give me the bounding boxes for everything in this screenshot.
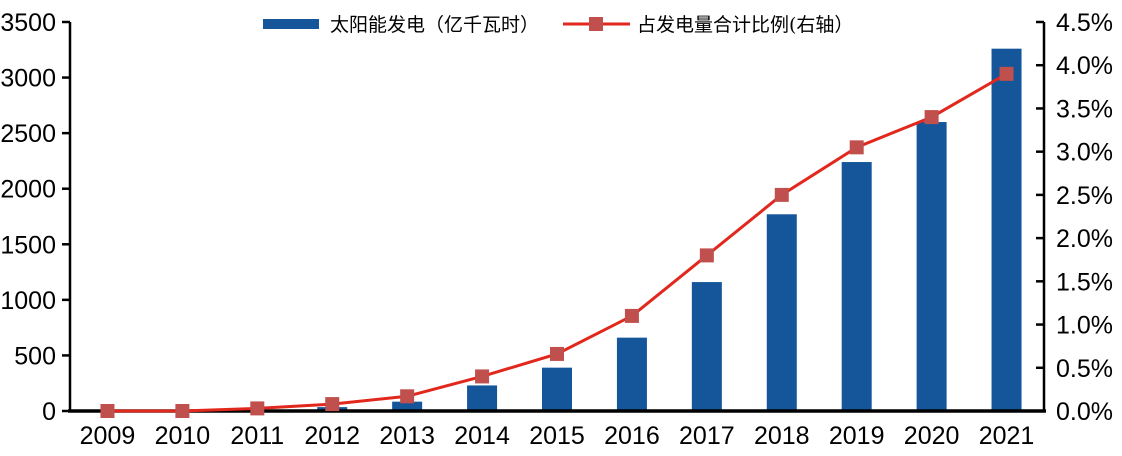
- legend: 太阳能发电（亿千瓦时） 占发电量合计比例(右轴）: [263, 14, 853, 36]
- x-axis-label-2017: 2017: [679, 422, 735, 450]
- y-right-label-0.5%: 0.5%: [1056, 355, 1113, 383]
- bar-2018: [766, 214, 797, 411]
- bar-2021: [991, 48, 1022, 411]
- marker-2014: [475, 369, 490, 384]
- y-right-label-1.5%: 1.5%: [1056, 268, 1113, 296]
- x-axis-label-2016: 2016: [604, 422, 660, 450]
- marker-2010: [175, 404, 190, 418]
- y-left-label-2500: 2500: [0, 120, 56, 148]
- x-axis-label-2009: 2009: [80, 422, 136, 450]
- y-right-label-3.0%: 3.0%: [1056, 139, 1113, 167]
- marker-2012: [325, 397, 340, 412]
- marker-2016: [624, 308, 639, 323]
- marker-2018: [774, 187, 789, 202]
- bar-2015: [542, 367, 572, 411]
- marker-2011: [250, 401, 265, 416]
- marker-2017: [699, 248, 714, 263]
- y-right-label-4.5%: 4.5%: [1056, 9, 1113, 37]
- y-left-label-0: 0: [42, 398, 56, 426]
- bar-2016: [616, 337, 647, 411]
- x-axis-label-2012: 2012: [304, 422, 360, 450]
- x-axis-label-2018: 2018: [754, 422, 810, 450]
- bar-2017: [691, 282, 722, 411]
- x-axis-label-2013: 2013: [379, 422, 435, 450]
- y-right-label-2.5%: 2.5%: [1056, 182, 1113, 210]
- y-right-label-3.5%: 3.5%: [1056, 95, 1113, 123]
- y-left-label-500: 500: [14, 342, 56, 370]
- bar-2014: [467, 385, 498, 411]
- bar-2020: [916, 122, 947, 412]
- bar-2019: [841, 162, 872, 411]
- legend-bar-swatch: [263, 19, 319, 29]
- marker-2020: [924, 110, 939, 125]
- marker-2021: [999, 66, 1014, 81]
- y-right-label-0.0%: 0.0%: [1056, 398, 1113, 426]
- legend-bar-label: 太阳能发电（亿千瓦时）: [330, 14, 539, 36]
- x-axis-label-2010: 2010: [155, 422, 211, 450]
- marker-2013: [400, 389, 415, 404]
- legend-line-label: 占发电量合计比例(右轴）: [637, 14, 853, 36]
- x-axis-label-2020: 2020: [904, 422, 960, 450]
- y-left-label-1500: 1500: [0, 231, 56, 259]
- marker-2019: [849, 140, 864, 155]
- legend-item-bar: 太阳能发电（亿千瓦时）: [263, 14, 539, 36]
- marker-2009: [100, 404, 115, 418]
- marker-2015: [550, 346, 564, 361]
- y-left-label-2000: 2000: [0, 176, 56, 204]
- y-left-label-1000: 1000: [0, 287, 56, 315]
- y-right-label-1.0%: 1.0%: [1056, 312, 1113, 340]
- y-left-label-3500: 3500: [0, 9, 56, 37]
- x-axis-label-2021: 2021: [979, 422, 1035, 450]
- legend-item-line: 占发电量合计比例(右轴）: [563, 14, 853, 36]
- bar-2013: [392, 401, 423, 411]
- x-axis-label-2015: 2015: [529, 422, 585, 450]
- x-axis-label-2014: 2014: [454, 422, 510, 450]
- y-right-label-2.0%: 2.0%: [1056, 225, 1113, 253]
- y-right-label-4.0%: 4.0%: [1056, 52, 1113, 80]
- x-axis-label-2019: 2019: [829, 422, 885, 450]
- plot-area: 0 500 1000 1500 2000 2500 3000 3500 0.0% 0.5% 1.0%…: [0, 9, 1113, 450]
- x-axis-label-2011: 2011: [230, 422, 284, 450]
- legend-line-marker-icon: [589, 17, 603, 31]
- y-left-label-3000: 3000: [0, 65, 56, 93]
